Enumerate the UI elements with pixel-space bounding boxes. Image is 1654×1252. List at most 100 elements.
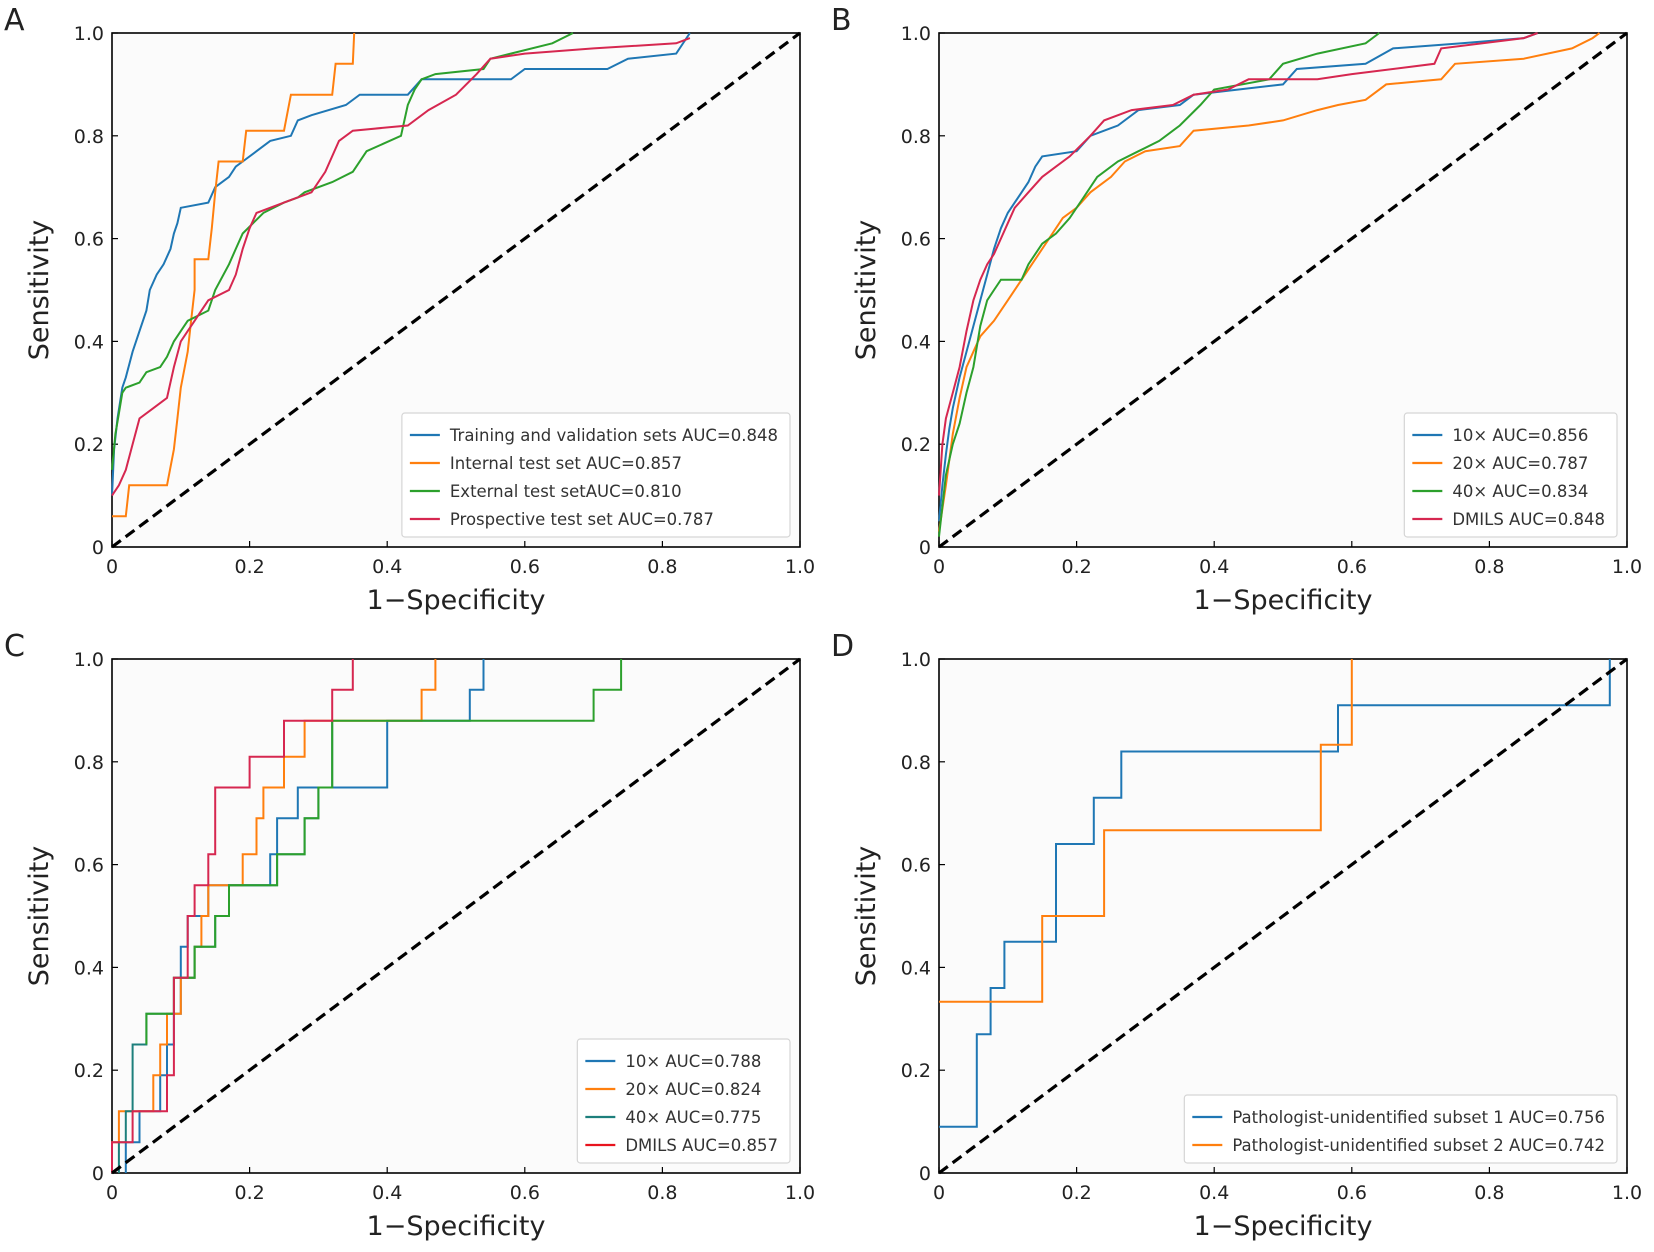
- chance-diagonal: [111, 657, 801, 1175]
- legend-label: 20× AUC=0.787: [1452, 454, 1588, 473]
- y-tick-label: 0: [92, 1163, 104, 1185]
- legend-label: Pathologist-unidentified subset 2 AUC=0.…: [1232, 1136, 1605, 1155]
- x-tick-label: 0.4: [1199, 556, 1229, 578]
- y-tick-label: 0: [919, 537, 931, 559]
- y-tick-label: 0.8: [901, 126, 931, 148]
- legend-label: External test setAUC=0.810: [450, 482, 682, 501]
- x-tick-label: 0.8: [647, 1182, 677, 1204]
- x-tick-label: 1.0: [785, 1182, 815, 1204]
- y-tick-label: 0.2: [74, 434, 104, 456]
- chart-svg: D 00 0.2 0.2 0.4 0.4 0.6 0.6 0.8 0.8 1.0 1.0 1−Speci…: [831, 629, 1642, 1242]
- x-tick-label: 0.2: [234, 556, 264, 578]
- roc-curve: [938, 32, 1601, 532]
- legend-label: Training and validation sets AUC=0.848: [449, 426, 778, 445]
- legend-frame: [1403, 412, 1618, 538]
- chance-diagonal: [938, 31, 1628, 549]
- y-tick-label: 0: [92, 537, 104, 559]
- x-tick-label: 0.6: [510, 556, 540, 578]
- legend: Pathologist-unidentified subset 1 AUC=0.…: [1183, 1094, 1618, 1164]
- y-tick-label: 0.8: [901, 752, 931, 774]
- x-tick-label: 0.6: [1337, 556, 1367, 578]
- x-tick-label: 0.2: [1061, 556, 1091, 578]
- y-tick-label: 0.6: [74, 855, 104, 877]
- roc-curve: [111, 37, 691, 497]
- y-axis-label: Sensitivity: [851, 846, 882, 987]
- y-tick-label: 1.0: [901, 23, 931, 45]
- y-tick-label: 0: [919, 1163, 931, 1185]
- x-tick-label: 0.8: [647, 556, 677, 578]
- y-tick-label: 0.2: [901, 434, 931, 456]
- roc-curve: [939, 659, 1353, 1003]
- x-tick-label: 0: [933, 556, 945, 578]
- x-axis-label: 1−Specificity: [367, 1211, 546, 1242]
- legend-label: DMILS AUC=0.848: [1452, 510, 1605, 529]
- y-tick-label: 0.4: [901, 331, 931, 353]
- legend-label: DMILS AUC=0.857: [625, 1136, 778, 1155]
- x-tick-label: 1.0: [1612, 1182, 1642, 1204]
- y-tick-label: 1.0: [74, 23, 104, 45]
- legend-label: Prospective test set AUC=0.787: [450, 510, 714, 529]
- x-tick-label: 0.2: [234, 1182, 264, 1204]
- x-tick-label: 0.6: [510, 1182, 540, 1204]
- roc-curve: [938, 32, 1538, 522]
- x-tick-label: 0: [933, 1182, 945, 1204]
- chart-svg: C 00 0.2 0.2 0.4 0.4 0.6 0.6 0.8 0.8 1.0 1.0 1−Speci…: [4, 629, 815, 1242]
- legend-label: 40× AUC=0.775: [625, 1108, 761, 1127]
- curves: [111, 659, 623, 1173]
- x-tick-label: 0.4: [1199, 1182, 1229, 1204]
- panel-c: C 0 0 0.2 0.2 0.4 0.4 0.6 0.6 0.8 0.8 1.0 1.0 1−Speci…: [0, 626, 827, 1252]
- curves: [939, 659, 1611, 1128]
- x-axis-label: 1−Specificity: [1194, 1211, 1373, 1242]
- roc-curve: [938, 32, 1380, 537]
- legend-label: 10× AUC=0.856: [1452, 426, 1588, 445]
- x-tick-label: 0.6: [1337, 1182, 1367, 1204]
- chart-svg: A 00 0.2 0.2 0.4 0.4 0.6 0.6 0.8 0.8 1.0 1.0 1−Speci…: [4, 3, 815, 616]
- roc-curve: [111, 32, 691, 496]
- chance-diagonal: [938, 657, 1628, 1175]
- y-tick-label: 0.6: [901, 229, 931, 251]
- roc-curve: [112, 32, 356, 518]
- curves: [111, 32, 691, 518]
- y-tick-label: 0.4: [74, 957, 104, 979]
- x-tick-label: 0.8: [1474, 1182, 1504, 1204]
- legend-label: 40× AUC=0.834: [1452, 482, 1588, 501]
- panel-a: A 0 0 0.2 0.2 0.4 0.4 0.6 0.6 0.8 0.8 1.0 1.0 1−Speci…: [0, 0, 827, 626]
- y-tick-label: 0.6: [74, 229, 104, 251]
- roc-curve: [111, 659, 437, 1173]
- roc-curve: [111, 32, 574, 470]
- legend: 10× AUC=0.856 20× AUC=0.787 40× AUC=0.834 D…: [1403, 412, 1618, 538]
- y-tick-label: 1.0: [74, 649, 104, 671]
- x-tick-label: 0.4: [372, 556, 402, 578]
- x-tick-label: 0: [106, 556, 118, 578]
- y-axis-label: Sensitivity: [24, 220, 55, 361]
- panel-b: B 0 0 0.2 0.2 0.4 0.4 0.6 0.6 0.8 0.8 1.0 1.0 1−Speci…: [827, 0, 1654, 626]
- y-tick-label: 1.0: [901, 649, 931, 671]
- panel-letter: B: [831, 3, 852, 38]
- y-tick-label: 0.2: [74, 1060, 104, 1082]
- panel-letter: A: [4, 3, 25, 38]
- y-axis-label: Sensitivity: [851, 220, 882, 361]
- y-tick-label: 0.8: [74, 126, 104, 148]
- roc-curve: [939, 659, 1611, 1128]
- x-tick-label: 1.0: [1612, 556, 1642, 578]
- y-axis-label: Sensitivity: [24, 846, 55, 987]
- legend-label: Pathologist-unidentified subset 1 AUC=0.…: [1232, 1108, 1605, 1127]
- legend-label: 20× AUC=0.824: [625, 1080, 761, 1099]
- x-axis-label: 1−Specificity: [367, 585, 546, 616]
- y-tick-label: 0.8: [74, 752, 104, 774]
- curves: [938, 32, 1601, 537]
- x-tick-label: 1.0: [785, 556, 815, 578]
- legend: Training and validation sets AUC=0.848 In…: [401, 412, 791, 538]
- legend: 10× AUC=0.788 20× AUC=0.824 40× AUC=0.775 D…: [576, 1038, 791, 1164]
- panel-letter: D: [831, 629, 854, 664]
- y-tick-label: 0.6: [901, 855, 931, 877]
- roc-curve: [938, 32, 1538, 496]
- legend-label: Internal test set AUC=0.857: [450, 454, 682, 473]
- chart-svg: B 00 0.2 0.2 0.4 0.4 0.6 0.6 0.8 0.8 1.0 1.0 1−Speci…: [831, 3, 1642, 616]
- x-tick-label: 0.4: [372, 1182, 402, 1204]
- panel-letter: C: [4, 629, 25, 664]
- y-tick-label: 0.4: [74, 331, 104, 353]
- chance-diagonal: [111, 31, 801, 549]
- legend-frame: [401, 412, 791, 538]
